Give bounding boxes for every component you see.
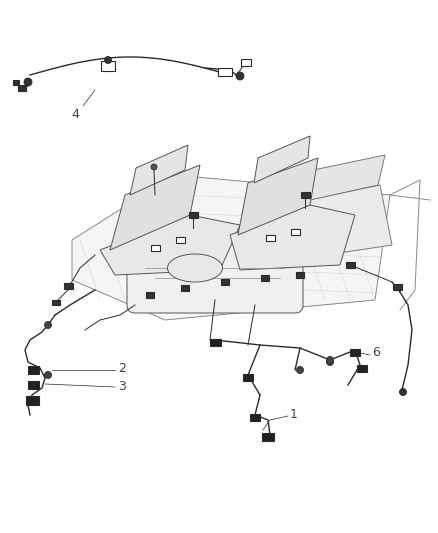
Bar xyxy=(28,381,39,389)
Bar xyxy=(52,300,60,304)
Polygon shape xyxy=(230,205,355,270)
Bar xyxy=(262,433,274,441)
FancyBboxPatch shape xyxy=(127,232,303,313)
Bar xyxy=(218,68,232,76)
Circle shape xyxy=(326,359,333,366)
Bar xyxy=(151,245,159,251)
Bar xyxy=(300,192,310,198)
Circle shape xyxy=(326,357,333,364)
Circle shape xyxy=(45,321,52,328)
Circle shape xyxy=(399,389,406,395)
Text: 2: 2 xyxy=(118,361,126,375)
Bar xyxy=(221,279,229,285)
Circle shape xyxy=(105,56,112,63)
Polygon shape xyxy=(100,215,240,275)
Circle shape xyxy=(45,372,52,378)
Bar xyxy=(176,237,184,243)
Bar xyxy=(13,79,19,85)
Text: 4: 4 xyxy=(71,108,79,121)
Polygon shape xyxy=(254,136,310,183)
Polygon shape xyxy=(72,175,390,320)
Bar xyxy=(18,85,26,91)
Bar xyxy=(392,284,402,290)
Bar xyxy=(290,229,300,235)
Bar xyxy=(241,59,251,66)
Polygon shape xyxy=(238,158,318,235)
Bar xyxy=(357,365,367,372)
Ellipse shape xyxy=(167,254,223,282)
Text: 6: 6 xyxy=(372,346,380,359)
Bar xyxy=(209,338,220,345)
Circle shape xyxy=(151,164,157,170)
Bar xyxy=(250,414,260,421)
Bar xyxy=(265,235,275,241)
Polygon shape xyxy=(260,185,392,262)
Bar xyxy=(296,272,304,278)
Text: 3: 3 xyxy=(118,379,126,392)
Circle shape xyxy=(297,367,304,374)
Bar xyxy=(243,374,253,381)
Bar xyxy=(25,395,39,405)
Bar xyxy=(350,349,360,356)
Bar xyxy=(101,61,115,71)
Polygon shape xyxy=(110,165,200,250)
Bar xyxy=(64,283,73,289)
Bar xyxy=(261,275,269,281)
Bar xyxy=(181,285,189,291)
Bar xyxy=(346,262,354,268)
Bar xyxy=(28,366,39,374)
Bar xyxy=(188,212,198,218)
Circle shape xyxy=(24,78,32,86)
Polygon shape xyxy=(130,145,188,195)
Polygon shape xyxy=(265,155,385,210)
Circle shape xyxy=(236,72,244,80)
Text: 1: 1 xyxy=(290,408,298,422)
Bar xyxy=(146,292,154,298)
